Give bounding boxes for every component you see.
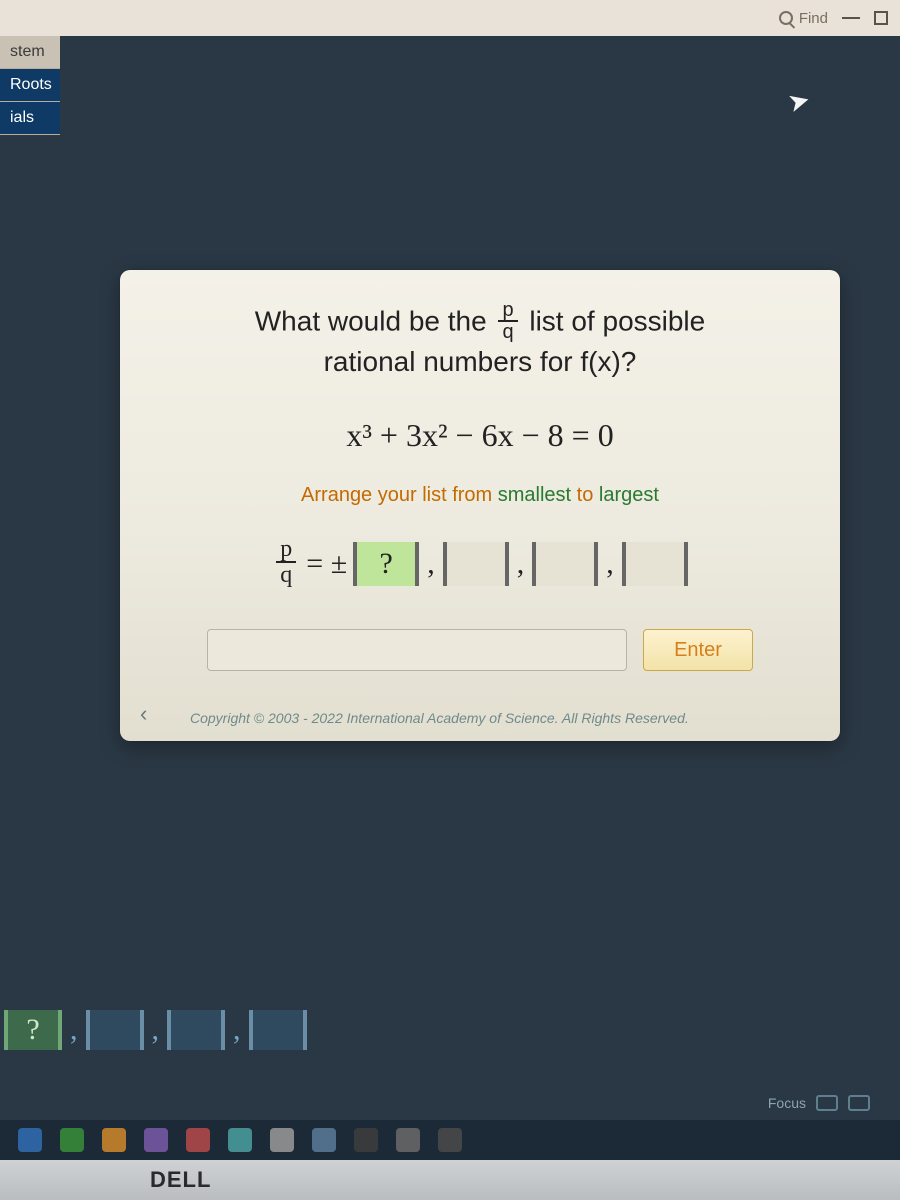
echo-slot-1: ? [4,1010,62,1050]
taskbar-icon[interactable] [18,1128,42,1152]
prompt-fraction: p q [498,300,517,342]
answer-row: p q = ± ? , , , [150,539,810,589]
answer-fraction: p q [276,537,296,587]
enter-button[interactable]: Enter [643,629,753,671]
taskbar-icon[interactable] [396,1128,420,1152]
taskbar-icon[interactable] [354,1128,378,1152]
taskbar-icon[interactable] [102,1128,126,1152]
instruction: Arrange your list from smallest to large… [150,484,810,507]
find-label: Find [799,10,828,27]
prompt-text-3: rational numbers for f(x)? [324,346,637,377]
answer-frac-num: p [276,537,296,563]
nav-tab-roots[interactable]: Roots [0,69,60,102]
instr-part-a: Arrange your list from [301,484,498,506]
nav-tab-stem[interactable]: stem [0,36,60,69]
instr-smallest: smallest [498,484,571,506]
focus-label: Focus [768,1095,806,1111]
instr-largest: largest [599,484,659,506]
taskbar-icon[interactable] [270,1128,294,1152]
comma-2: , [517,547,525,581]
status-pill-1 [816,1095,838,1111]
echo-slot-2 [86,1010,144,1050]
left-nav: stem Roots ials [0,36,60,135]
question-prompt: What would be the p q list of possible r… [150,302,810,379]
instr-part-c: to [571,484,599,506]
echo-comma-2: , [152,1013,160,1047]
taskbar [0,1120,900,1160]
echo-slot-3 [167,1010,225,1050]
taskbar-icon[interactable] [144,1128,168,1152]
answer-frac-den: q [276,563,296,587]
echo-comma-3: , [233,1013,241,1047]
comma-3: , [606,547,614,581]
taskbar-icon[interactable] [60,1128,84,1152]
equals-plusminus: = ± [306,547,347,581]
window-maximize-icon[interactable] [874,11,888,25]
answer-slot-3[interactable] [532,542,598,586]
copyright-text: Copyright © 2003 - 2022 International Ac… [190,709,810,727]
answer-input[interactable] [207,629,627,671]
prompt-text-2: list of possible [529,305,705,336]
equation: x³ + 3x² − 6x − 8 = 0 [150,417,810,454]
fraction-numerator: p [498,300,517,322]
mouse-cursor-icon: ➤ [785,84,814,120]
taskbar-icon[interactable] [312,1128,336,1152]
answer-echo: ? , , , [0,1010,307,1050]
echo-comma-1: , [70,1013,78,1047]
laptop-bezel: DELL [0,1160,900,1200]
problem-card: What would be the p q list of possible r… [120,270,840,741]
search-icon [779,11,793,25]
status-strip: Focus [0,1084,900,1122]
nav-tab-ials[interactable]: ials [0,102,60,135]
comma-1: , [427,547,435,581]
status-pill-2 [848,1095,870,1111]
prompt-text-1: What would be the [255,305,495,336]
answer-slot-2[interactable] [443,542,509,586]
window-minimize-icon[interactable] [842,17,860,19]
answer-slot-4[interactable] [622,542,688,586]
echo-slot-4 [249,1010,307,1050]
answer-slot-1[interactable]: ? [353,542,419,586]
browser-top-bar: Find [0,0,900,36]
brand-logo: DELL [150,1167,211,1193]
find-control[interactable]: Find [779,10,828,27]
card-prev-button[interactable]: ‹ [140,701,147,727]
taskbar-icon[interactable] [438,1128,462,1152]
fraction-denominator: q [498,322,517,342]
taskbar-icon[interactable] [228,1128,252,1152]
entry-row: Enter [150,629,810,671]
taskbar-icon[interactable] [186,1128,210,1152]
